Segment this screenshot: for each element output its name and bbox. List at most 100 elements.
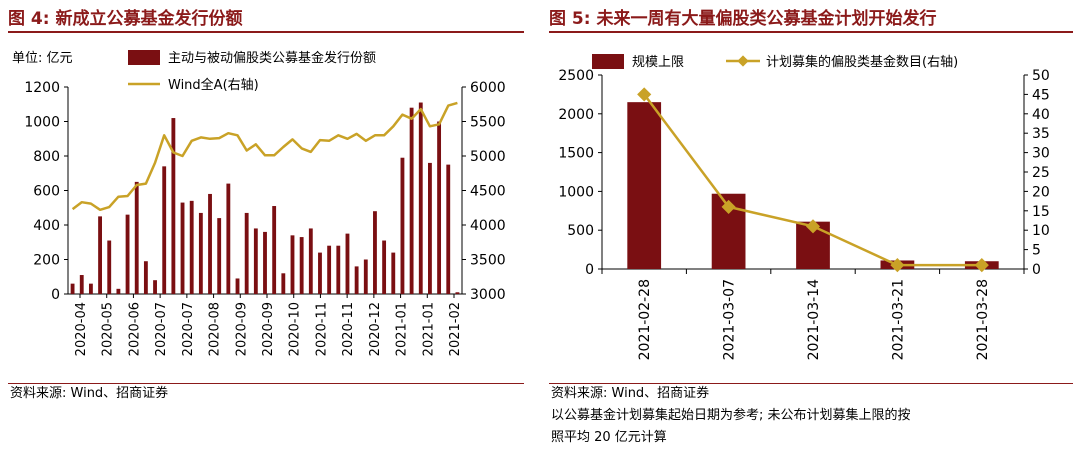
fig5-y2-tick-label: 35 [1032,126,1050,142]
fig4-y-tick-label: 400 [33,218,60,234]
fig5-y2-tick-label: 20 [1032,184,1050,200]
fig4-bar [272,206,277,294]
fig4-chart: 单位: 亿元 主动与被动偏股类公募基金发行份额 Wind全A(右轴) 0 200 4… [12,50,506,356]
fig4-bar [290,235,295,294]
fig4-bar [455,292,460,294]
fig4-source: 资料来源: Wind、招商证券 [10,386,169,401]
fig4-y-tick-label: 0 [51,287,60,303]
fig4-bar [189,200,194,294]
fig5-y2-tick-label: 10 [1032,223,1050,239]
fig4-bar [428,162,432,294]
fig4-bar [180,202,185,294]
fig4-bar [162,166,167,294]
fig4-bar [327,245,332,294]
fig4-bar [391,252,396,294]
fig4-bar [363,259,368,294]
fig4-y-tick-label: 800 [33,149,60,165]
fig5-legend-line-marker [737,55,749,67]
fig4-y2-tick-label: 5500 [470,115,506,131]
fig4-bar [171,118,176,294]
fig4-y-tick-label: 600 [33,184,60,200]
fig4-bar [354,266,359,294]
fig4-y2-tick-label: 4000 [470,218,506,234]
fig5-x-tick-label: 2021-03-07 [722,279,738,360]
fig5-y2-tick-label: 50 [1032,68,1050,84]
fig4-bar [125,214,130,294]
fig4-bar [116,288,121,294]
fig4-bar [308,228,313,294]
fig5-y2-tick-label: 15 [1032,204,1050,220]
fig4-bar [382,240,387,294]
fig4-x-tick-label: 2020-12 [368,302,383,356]
fig5-line-marker [974,258,989,273]
fig4-title-rule [8,31,524,33]
fig4-y2-tick-label: 6000 [470,80,506,96]
fig4-y-tick-label: 1200 [24,80,60,96]
fig4-bar [336,245,341,294]
fig4-y-tick-label: 1000 [24,115,60,131]
fig4-bar [107,240,112,294]
fig4-y2-tick-label: 3500 [470,253,506,269]
fig4-bar [299,237,304,294]
fig4-bar [79,275,84,294]
fig5-bar [627,102,662,269]
fig4-legend-bar-label: 主动与被动偏股类公募基金发行份额 [168,50,376,66]
fig4-bar [446,164,451,294]
fig5-plot-area: 0 500 1000 1500 2000 2500 0 5 10 15 20 25 30 35 40 45 50… [558,68,1049,360]
fig4-y2-tick-label: 3000 [470,287,506,303]
fig5-x-tick-label: 2021-03-14 [806,279,822,360]
fig4-x-tick-label: 2020-11 [314,302,329,356]
fig5-title-rule [549,31,1073,33]
fig5-y2-tick-label: 40 [1032,107,1050,123]
fig4-bar [88,283,93,294]
fig5-source-rule [549,383,1073,384]
fig5-legend-line-label: 计划募集的偏股类基金数目(右轴) [766,54,958,70]
fig4-bar [153,280,157,294]
fig5-line-marker [805,219,821,234]
fig5-y2-tick-label: 45 [1032,87,1050,103]
fig4-y-tick-label: 200 [33,253,60,269]
fig5-y2-tick-label: 5 [1032,243,1041,259]
fig4-bar [208,193,212,294]
fig4-x-tick-label: 2020-09 [261,302,276,356]
fig4-line-series [71,101,458,212]
fig5-source: 资料来源: Wind、招商证券 [551,386,710,401]
fig5-title: 图 5: 未来一周有大量偏股类公募基金计划开始发行 [549,9,937,29]
fig4-bar [409,107,414,294]
fig4-x-tick-label: 2020-07 [181,302,196,356]
fig5-y-tick-label: 0 [585,262,594,278]
fig4-x-tick-label: 2021-02 [448,302,463,356]
fig4-bar [345,233,350,294]
fig5-note-line1: 以公募基金计划募集起始日期为参考; 未公布计划募集上限的按 [551,408,911,423]
fig4-bar [253,228,258,294]
fig4-legend-bar-swatch [128,50,160,65]
fig4-bar [70,283,75,294]
fig5-y-tick-label: 1500 [558,146,594,162]
fig4-bar [373,211,377,294]
fig4-bar [143,261,148,294]
fig4-y2-tick-label: 5000 [470,149,506,165]
fig4-bar [400,157,405,294]
fig4-bar [134,181,139,294]
fig4-bar [318,252,322,294]
fig4-x-tick-label: 2021-01 [395,302,410,356]
fig4-bar [226,183,231,294]
fig4-unit-label: 单位: 亿元 [12,51,73,66]
fig5-y-tick-label: 500 [567,223,594,239]
fig5-chart: 规模上限 计划募集的偏股类基金数目(右轴) 050010001500200025… [558,54,1050,360]
fig5-y2-tick-label: 30 [1032,146,1050,162]
fig5-x-tick-label: 2021-02-28 [637,279,653,360]
fig5-y-tick-label: 1000 [558,184,594,200]
fig4-x-tick-label: 2020-06 [127,302,142,356]
fig4-y2-tick-label: 4500 [470,184,506,200]
fig4-x-tick-label: 2020-05 [101,302,116,356]
fig4-x-tick-label: 2020-04 [74,302,89,356]
fig5-y-tick-label: 2500 [558,68,594,84]
fig4-bar [244,212,249,294]
fig4-bar [235,278,240,294]
fig4-x-tick-label: 2020-09 [234,302,249,356]
fig5-legend-bar-label: 规模上限 [632,55,684,70]
fig4-x-tick-label: 2020-10 [288,302,303,356]
fig5-y2-tick-label: 25 [1032,165,1050,181]
fig5-y2-tick-label: 0 [1032,262,1041,278]
